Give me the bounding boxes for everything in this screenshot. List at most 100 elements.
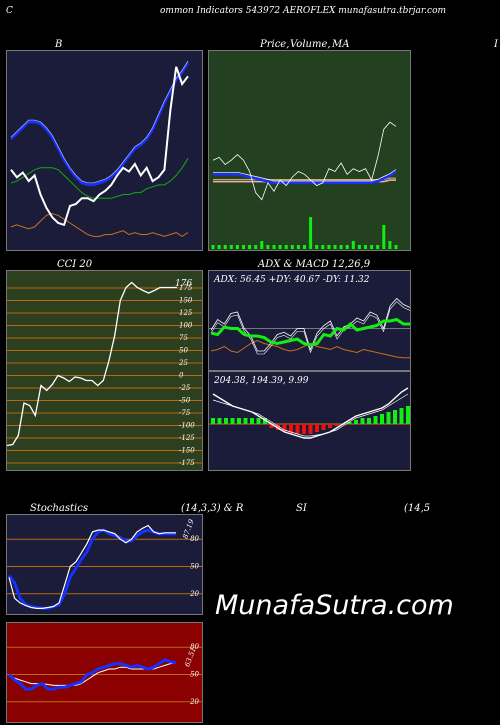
rsi-tick-label: 20 bbox=[189, 698, 199, 706]
cci-tick-label: -50 bbox=[179, 397, 191, 405]
plus-dy-shadow-line bbox=[210, 301, 410, 355]
macd-hist-bar bbox=[347, 422, 352, 424]
volume-bar bbox=[223, 245, 227, 249]
volume-bar bbox=[272, 245, 276, 249]
price-ma-panel bbox=[208, 50, 411, 251]
price-line bbox=[212, 121, 397, 201]
rsi-line bbox=[7, 658, 177, 691]
volume-bar bbox=[345, 245, 349, 249]
volume-bar bbox=[315, 245, 319, 249]
cci-line bbox=[7, 281, 177, 447]
volume-bar bbox=[211, 245, 215, 249]
volume-bar bbox=[303, 245, 306, 249]
volume-bar bbox=[278, 245, 282, 249]
macd-hist-bar bbox=[302, 424, 306, 434]
cci-chart: 175 150 125 100 75 50 25 0 -25 -50 -75 -100 -125 -150… bbox=[7, 279, 202, 467]
cci-tick-label: 100 bbox=[179, 322, 193, 330]
ma-blue-edge bbox=[213, 169, 397, 182]
macd-hist-bar bbox=[393, 410, 397, 424]
bollinger-upper-band bbox=[10, 158, 189, 199]
rsi-tick-label: 50 bbox=[190, 671, 199, 679]
right-edge-letter: I bbox=[494, 39, 498, 50]
macd-hist-bar bbox=[406, 406, 410, 424]
rsi-tick-label: 80 bbox=[190, 643, 199, 651]
rsi-panel: 80 50 20 63.51 bbox=[6, 622, 203, 723]
macd-hist-bar bbox=[386, 412, 391, 424]
macd-hist-bar bbox=[256, 418, 261, 424]
price-label: Price, bbox=[260, 39, 290, 50]
rsi-chart: 80 50 20 63.51 bbox=[7, 643, 202, 706]
rsi-params: (14,5 bbox=[404, 503, 431, 514]
macd-hist-bar bbox=[373, 416, 378, 424]
macd-hist-bar bbox=[224, 418, 228, 424]
stoch-panel: 80 50 20 87.19 bbox=[6, 514, 203, 615]
volume-bar bbox=[260, 241, 264, 249]
volume-bar bbox=[254, 245, 258, 249]
brand-watermark: MunafaSutra.com bbox=[215, 590, 454, 621]
left-letter: C bbox=[6, 6, 13, 16]
price-ma-chart bbox=[211, 121, 398, 249]
cci-tick-label: -150 bbox=[179, 447, 195, 455]
cci-tick-label: 50 bbox=[179, 347, 188, 355]
macd-hist-bar bbox=[243, 418, 248, 424]
macd-readout: 204.38, 194.39, 9.99 bbox=[214, 376, 309, 386]
page-title: ommon Indicators 543972 AEROFLEX munafas… bbox=[160, 6, 447, 16]
cci-tick-label: 75 bbox=[179, 334, 188, 342]
macd-hist-bar bbox=[211, 418, 215, 424]
ma-label: MA bbox=[332, 39, 350, 50]
volume-bar bbox=[394, 245, 398, 249]
macd-hist-bar bbox=[367, 418, 371, 424]
ma-blue-line bbox=[213, 170, 397, 185]
macd-hist-bar bbox=[269, 424, 274, 428]
volume-bar bbox=[217, 245, 221, 249]
macd-hist-bar bbox=[308, 424, 313, 434]
macd-hist-bar bbox=[276, 424, 280, 430]
macd-hist-bar bbox=[217, 418, 222, 424]
adx-chart bbox=[209, 297, 410, 359]
cci-tick-label: -175 bbox=[179, 459, 195, 467]
bollinger-mid-band-edge bbox=[10, 60, 189, 184]
macd-hist-bar bbox=[380, 414, 384, 424]
cci-tick-label: 150 bbox=[179, 297, 193, 305]
bollinger-mid-band bbox=[10, 62, 190, 187]
volume-bar bbox=[235, 245, 239, 249]
macd-hist-bar bbox=[289, 424, 293, 434]
macd-hist-bar bbox=[237, 418, 241, 424]
cci-tick-label: -25 bbox=[179, 384, 191, 392]
rsi-value-label: 63.51 bbox=[183, 646, 197, 668]
stoch-k-line bbox=[8, 524, 176, 610]
stoch-tick-label: 20 bbox=[189, 590, 199, 598]
bollinger-price-line bbox=[10, 66, 189, 227]
volume-bar bbox=[321, 245, 325, 249]
volume-bar bbox=[370, 245, 374, 249]
adx-readout: ADX: 56.45 +DY: 40.67 -DY: 11.32 bbox=[214, 275, 370, 285]
cci-panel: 175 150 125 100 75 50 25 0 -25 -50 -75 -100 -125 -150… bbox=[6, 270, 203, 471]
volume-bar bbox=[309, 217, 313, 249]
macd-hist-bar bbox=[263, 418, 267, 424]
macd-hist-bar bbox=[360, 418, 365, 424]
volume-bar bbox=[284, 245, 288, 249]
stoch-d-line bbox=[7, 528, 176, 610]
stoch-tick-label: 80 bbox=[190, 535, 199, 543]
volume-bar bbox=[357, 245, 361, 249]
volume-bar bbox=[351, 241, 355, 249]
cci-tick-label: 175 bbox=[179, 284, 193, 292]
volume-bar bbox=[388, 241, 392, 249]
volume-bar bbox=[229, 245, 233, 249]
stoch-params: (14,3,3) & R bbox=[181, 503, 244, 514]
macd-hist-bar bbox=[328, 424, 332, 428]
cci-tick-label: -125 bbox=[179, 434, 195, 442]
volume-bar bbox=[339, 245, 343, 249]
macd-hist-bar bbox=[315, 424, 319, 432]
volume-bar bbox=[364, 245, 367, 249]
bollinger-chart bbox=[10, 60, 190, 237]
cci-value-label: 176 bbox=[175, 279, 192, 289]
macd-hist-bar bbox=[321, 424, 326, 430]
cci-tick-label: -100 bbox=[179, 422, 195, 430]
volume-bar bbox=[290, 245, 294, 249]
stoch-tick-label: 50 bbox=[190, 563, 199, 571]
volume-bar bbox=[266, 245, 270, 249]
bollinger-lower-band bbox=[10, 212, 189, 237]
cci-tick-label: 125 bbox=[179, 309, 193, 317]
